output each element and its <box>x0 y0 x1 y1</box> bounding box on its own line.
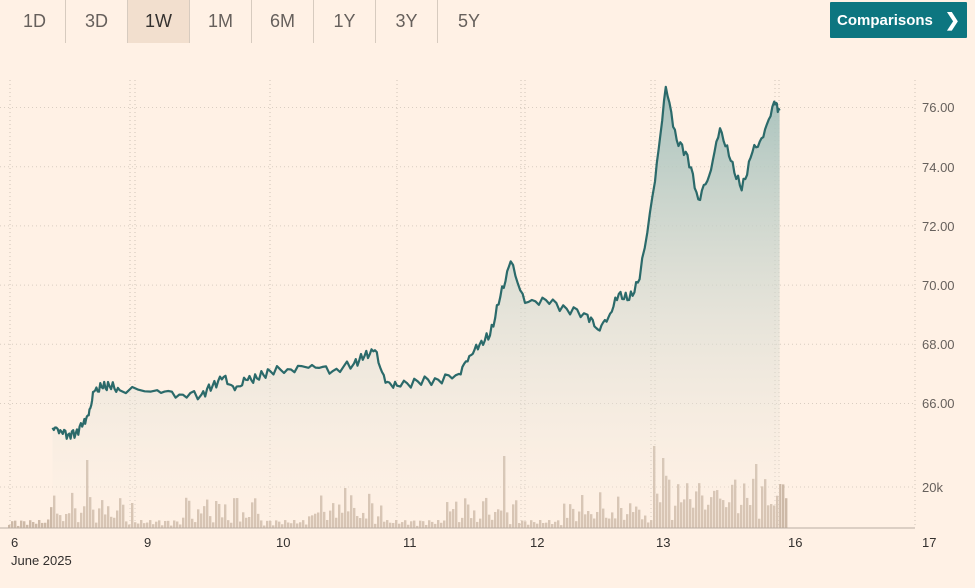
volume-bar <box>29 520 32 528</box>
tab-1w[interactable]: 1W <box>128 0 190 43</box>
y-tick-label: 68.00 <box>922 337 955 352</box>
volume-bar <box>44 522 47 528</box>
volume-bar <box>26 524 29 528</box>
x-tick-label: 17 <box>922 535 936 550</box>
price-line <box>51 85 781 440</box>
volume-bar <box>35 523 38 528</box>
volume-bar <box>41 522 44 528</box>
x-tick-label: 10 <box>276 535 290 550</box>
price-axis: 76.00 74.00 72.00 70.00 68.00 66.00 20k <box>922 100 955 495</box>
volume-bar <box>782 484 785 528</box>
x-tick-label: 16 <box>788 535 802 550</box>
x-axis-month-label: June 2025 <box>11 553 72 568</box>
volume-bar <box>23 521 26 528</box>
x-tick-label: 11 <box>403 535 417 550</box>
tab-6m[interactable]: 6M <box>252 0 314 43</box>
y-tick-label: 72.00 <box>922 219 955 234</box>
time-axis: 6 9 10 11 12 13 16 17 June 2025 <box>0 527 936 568</box>
comparisons-label: Comparisons <box>837 11 933 29</box>
y-tick-label: 76.00 <box>922 100 955 115</box>
comparisons-button[interactable]: Comparisons ❯ <box>830 2 967 38</box>
volume-bar <box>38 520 41 528</box>
x-tick-label: 12 <box>530 535 544 550</box>
tab-1d[interactable]: 1D <box>4 0 66 43</box>
tab-3y[interactable]: 3Y <box>376 0 438 43</box>
volume-bar <box>11 521 14 528</box>
volume-bar <box>47 519 50 528</box>
x-tick-label: 13 <box>656 535 670 550</box>
x-tick-label: 6 <box>11 535 18 550</box>
tab-5y[interactable]: 5Y <box>457 11 481 31</box>
y-tick-label: 74.00 <box>922 160 955 175</box>
volume-bar <box>20 520 23 528</box>
tab-1m[interactable]: 1M <box>190 0 252 43</box>
range-tabs: 1D 3D 1W 1M 6M 1Y 3Y 5Y <box>4 0 500 43</box>
y-tick-label: 70.00 <box>922 278 955 293</box>
volume-bar <box>785 498 788 528</box>
y-tick-label: 66.00 <box>922 396 955 411</box>
volume-bar <box>14 520 17 528</box>
tab-1y[interactable]: 1Y <box>314 0 376 43</box>
volume-bar <box>50 507 53 528</box>
price-area <box>52 86 780 529</box>
volume-bar <box>32 522 35 528</box>
chevron-right-icon: ❯ <box>944 9 960 30</box>
tab-3d[interactable]: 3D <box>66 0 128 43</box>
volume-bar <box>17 525 20 528</box>
x-tick-label: 9 <box>144 535 151 550</box>
volume-bar <box>8 524 11 528</box>
volume-bar <box>779 484 782 528</box>
volume-tick-label: 20k <box>922 480 943 495</box>
